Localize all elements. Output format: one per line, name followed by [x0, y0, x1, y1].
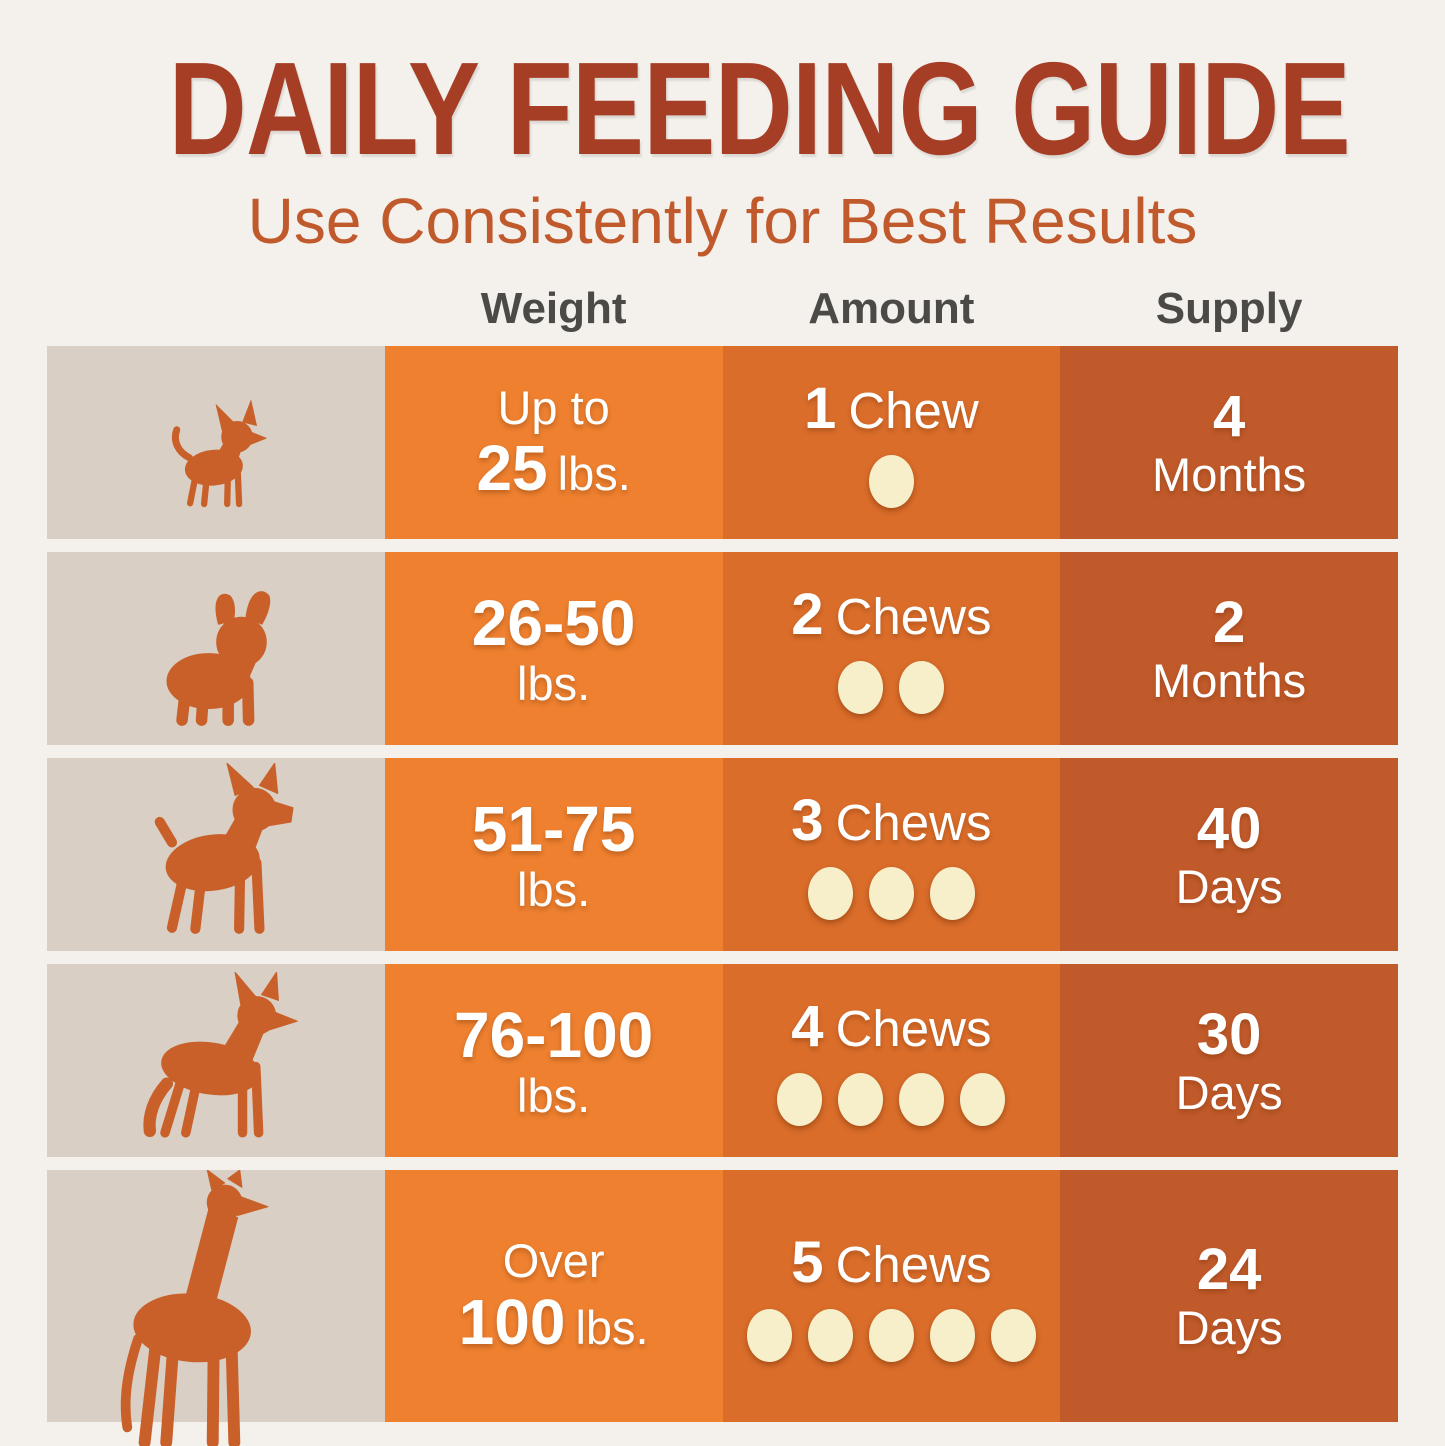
table-header-row: Weight Amount Supply [47, 284, 1398, 346]
weight-cell: 76-100 lbs. [384, 964, 723, 1158]
chew-dot [929, 1308, 975, 1362]
dog-cell [47, 346, 385, 540]
weight-unit-text: lbs. [575, 1300, 649, 1354]
supply-cell: 2 Months [1060, 552, 1398, 746]
header-spacer [47, 334, 385, 346]
chihuahua-dog-icon [146, 399, 286, 539]
chew-dot [960, 1073, 1006, 1127]
chew-dots [769, 1073, 1013, 1127]
table-row: 26-50 lbs. 2 Chews 2 Months [47, 552, 1398, 746]
chew-count: 3 [791, 788, 824, 854]
weight-primary-text: Up to [497, 380, 610, 434]
chew-dots [800, 867, 983, 921]
chew-label: Chews [835, 588, 992, 646]
weight-primary-text: 51-75 [471, 792, 636, 865]
chew-dot [868, 1308, 914, 1362]
weight-unit-text: lbs. [557, 447, 631, 501]
dog-cell [47, 552, 385, 746]
page-title: DAILY FEEDING GUIDE [168, 35, 1351, 182]
french-bulldog-dog-icon [127, 587, 305, 745]
amount-cell: 4 Chews [722, 964, 1061, 1158]
dog-cell [47, 964, 385, 1158]
weight-primary-text: 76-100 [453, 998, 654, 1071]
supply-unit: Days [1175, 859, 1283, 913]
column-header-amount: Amount [808, 284, 975, 334]
chew-dot [807, 1308, 853, 1362]
dog-cell [47, 1170, 385, 1446]
table-row: Up to 25 lbs. 1 Chew 4 Months [47, 346, 1398, 540]
supply-value: 40 [1196, 795, 1262, 861]
chew-count: 5 [791, 1229, 824, 1295]
chew-count: 4 [791, 994, 824, 1060]
amount-cell: 1 Chew [722, 346, 1061, 540]
weight-unit-text: lbs. [517, 1068, 591, 1122]
chew-dot [868, 455, 914, 509]
weight-cell: 51-75 lbs. [384, 758, 723, 952]
supply-cell: 30 Days [1060, 964, 1398, 1158]
chew-count: 2 [791, 582, 824, 648]
weight-primary-text: 26-50 [471, 586, 636, 659]
weight-bold-value: 25 [476, 432, 548, 505]
amount-cell: 5 Chews [722, 1170, 1061, 1423]
weight-unit-text: lbs. [517, 862, 591, 916]
chew-dots [861, 455, 922, 509]
table-row: 76-100 lbs. 4 Chews 30 Days [47, 964, 1398, 1158]
chew-dot [868, 867, 914, 921]
supply-cell: 24 Days [1060, 1170, 1398, 1423]
column-header-weight: Weight [480, 284, 627, 334]
chew-label: Chews [835, 794, 992, 852]
table-row: Over 100 lbs. 5 Chews 24 Days [47, 1170, 1398, 1446]
chew-label: Chew [848, 382, 979, 440]
weight-cell: Up to 25 lbs. [384, 346, 723, 540]
chew-dot [807, 867, 853, 921]
chew-count: 1 [804, 376, 837, 442]
supply-cell: 40 Days [1060, 758, 1398, 952]
supply-cell: 4 Months [1060, 346, 1398, 540]
amount-cell: 3 Chews [722, 758, 1061, 952]
supply-unit: Months [1152, 653, 1307, 707]
supply-value: 24 [1196, 1237, 1262, 1303]
great-dane-dog-icon [97, 1170, 335, 1446]
supply-unit: Months [1152, 447, 1307, 501]
chew-dot [899, 1073, 945, 1127]
supply-unit: Days [1175, 1301, 1283, 1355]
chew-dot [838, 661, 884, 715]
chew-dot [990, 1308, 1036, 1362]
weight-cell: 26-50 lbs. [384, 552, 723, 746]
supply-value: 2 [1212, 589, 1246, 655]
table-row: 51-75 lbs. 3 Chews 40 Days [47, 758, 1398, 952]
chew-dot [929, 867, 975, 921]
supply-unit: Days [1175, 1065, 1283, 1119]
weight-unit-text: lbs. [517, 656, 591, 710]
weight-primary-text: Over [502, 1234, 605, 1288]
boxer-dog-icon [114, 763, 317, 951]
feeding-table: Up to 25 lbs. 1 Chew 4 Months 26-50 lbs. 2… [47, 346, 1398, 1446]
column-header-supply: Supply [1155, 284, 1303, 334]
chew-dot [746, 1308, 792, 1362]
chew-label: Chews [835, 1235, 992, 1293]
chew-dot [899, 661, 945, 715]
supply-value: 4 [1212, 383, 1246, 449]
weight-bold-value: 100 [458, 1285, 566, 1358]
dog-cell [47, 758, 385, 952]
page-subtitle: Use Consistently for Best Results [247, 184, 1198, 257]
amount-cell: 2 Chews [722, 552, 1061, 746]
supply-value: 30 [1196, 1001, 1262, 1067]
german-shepherd-dog-icon [112, 972, 320, 1157]
chew-label: Chews [835, 1000, 992, 1058]
chew-dots [830, 661, 952, 715]
chew-dot [777, 1073, 823, 1127]
chew-dot [838, 1073, 884, 1127]
weight-cell: Over 100 lbs. [384, 1170, 723, 1423]
chew-dots [739, 1308, 1044, 1362]
